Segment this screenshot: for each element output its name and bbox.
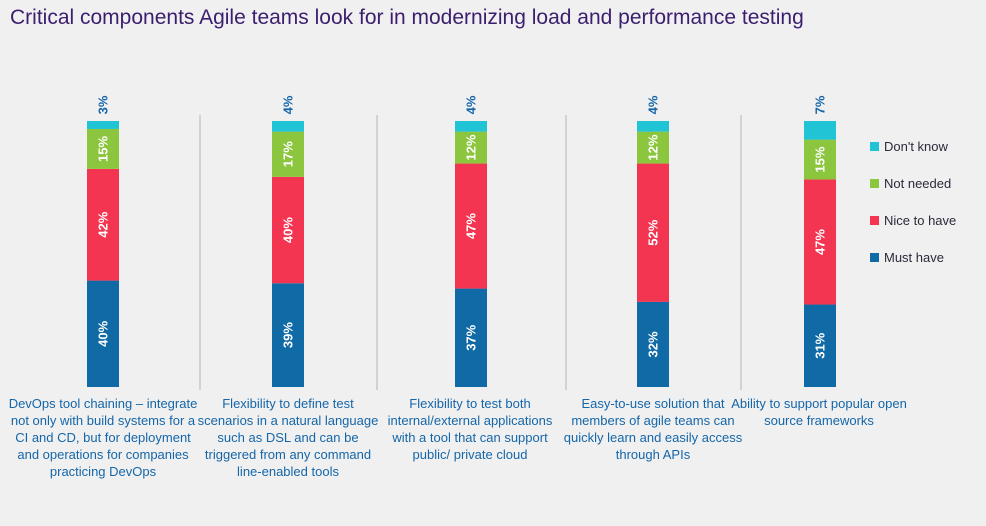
data-label-not-needed-5: 15% [813, 146, 828, 172]
bar-dont-know-4 [637, 121, 669, 132]
legend-item-nice-to-have: Nice to have [870, 202, 956, 239]
bar-dont-know-2 [272, 121, 304, 132]
bar-must-have-4 [637, 301, 669, 387]
data-label-must-have-3: 37% [464, 324, 479, 350]
data-label-must-have-1: 40% [96, 320, 111, 346]
data-label-nice-to-have-4: 52% [646, 219, 661, 245]
data-label-must-have-2: 39% [281, 322, 296, 348]
bar-must-have-3 [455, 288, 487, 387]
legend-item-not-needed: Not needed [870, 165, 956, 202]
data-label-must-have-4: 32% [646, 331, 661, 357]
bar-must-have-1 [87, 280, 119, 387]
data-label-not-needed-3: 12% [464, 134, 479, 160]
data-label-nice-to-have-5: 47% [813, 229, 828, 255]
legend-label-must-have: Must have [884, 250, 944, 265]
legend-label-not-needed: Not needed [884, 176, 952, 191]
bar-nice-to-have-4 [637, 163, 669, 302]
data-label-dont-know-2: 4% [281, 95, 296, 114]
bar-not-needed-1 [87, 128, 119, 169]
data-label-dont-know-4: 4% [646, 95, 661, 114]
bar-dont-know-3 [455, 121, 487, 132]
data-label-must-have-5: 31% [813, 332, 828, 358]
bar-not-needed-3 [455, 131, 487, 164]
bar-not-needed-2 [272, 131, 304, 177]
category-label-flexibility-cloud: Flexibility to test both internal/extern… [387, 396, 553, 462]
legend-swatch-dont-know [870, 142, 879, 151]
legend-swatch-must-have [870, 253, 879, 262]
category-label-easy-to-use: Easy-to-use solution that members of agi… [563, 396, 743, 462]
data-label-not-needed-4: 12% [646, 134, 661, 160]
category-label-devops: DevOps tool chaining – integrate not onl… [8, 396, 198, 479]
legend-item-must-have: Must have [870, 239, 956, 276]
data-label-nice-to-have-3: 47% [464, 213, 479, 239]
legend-label-dont-know: Don't know [884, 139, 948, 154]
legend-label-nice-to-have: Nice to have [884, 213, 957, 228]
category-label-flexibility-dsl: Flexibility to define test scenarios in … [197, 396, 379, 479]
bar-not-needed-5 [804, 139, 836, 180]
legend: Don't know Not needed Nice to have Must … [870, 128, 956, 276]
legend-item-dont-know: Don't know [870, 128, 956, 165]
bar-nice-to-have-1 [87, 168, 119, 281]
data-label-dont-know-3: 4% [464, 95, 479, 114]
data-label-dont-know-1: 3% [96, 95, 111, 114]
data-label-not-needed-1: 15% [96, 135, 111, 161]
bar-dont-know-5 [804, 121, 836, 140]
bar-not-needed-4 [637, 131, 669, 164]
data-label-dont-know-5: 7% [813, 95, 828, 114]
category-label-open-source: Ability to support popular open source f… [731, 396, 907, 428]
data-label-nice-to-have-1: 42% [96, 211, 111, 237]
bar-must-have-2 [272, 283, 304, 387]
legend-swatch-not-needed [870, 179, 879, 188]
bar-dont-know-1 [87, 121, 119, 129]
legend-swatch-nice-to-have [870, 216, 879, 225]
bar-nice-to-have-5 [804, 179, 836, 305]
data-label-not-needed-2: 17% [281, 141, 296, 167]
bar-must-have-5 [804, 304, 836, 387]
data-label-nice-to-have-2: 40% [281, 217, 296, 243]
bar-nice-to-have-3 [455, 163, 487, 289]
chart-title: Critical components Agile teams look for… [10, 6, 804, 29]
bar-nice-to-have-2 [272, 176, 304, 284]
